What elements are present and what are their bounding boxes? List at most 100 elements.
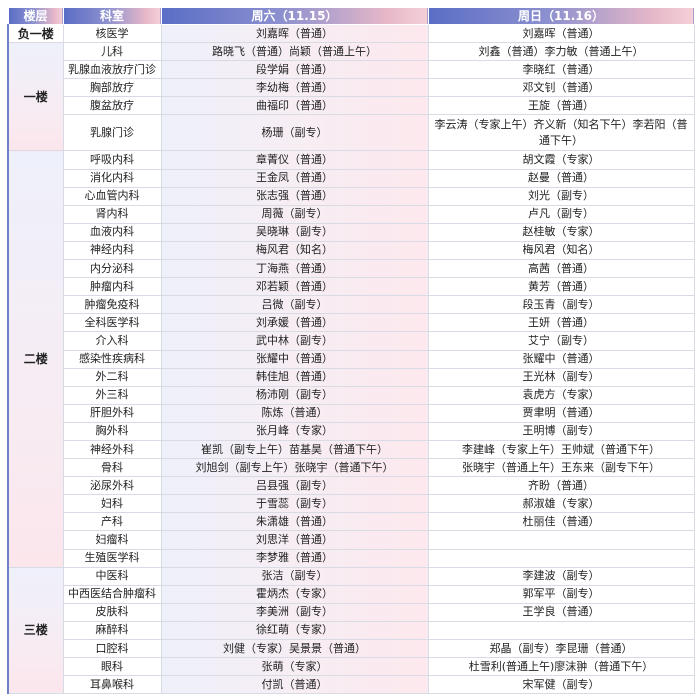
floor-cell: 三楼 — [7, 566, 64, 695]
table-row: 内分泌科 丁海燕（普通） 高茜（普通） — [8, 259, 695, 279]
saturday-cell: 武中林（副专） — [160, 331, 429, 351]
table-row: 眼科 张萌（专家） 杜雪利(普通上午)廖沫翀（普通下午） — [8, 657, 695, 677]
dept-cell: 内分泌科 — [62, 259, 162, 279]
saturday-cell: 刘健（专家）吴景景（普通） — [160, 638, 429, 659]
schedule-body: 负一楼 核医学 刘嘉晖（普通） 刘嘉晖（普通） 一楼 儿科 路晓飞（普通）尚颖（普通上午）刘… — [7, 23, 695, 695]
sunday-cell: 赵曼（普通） — [427, 168, 695, 188]
table-row: 三楼 中医科 张洁（副专） 李建波（副专） — [7, 566, 695, 695]
floor-cell: 一楼 — [7, 42, 64, 152]
dept-cell: 耳鼻喉科 — [62, 675, 162, 695]
table-row: 乳腺血液放疗门诊 段学娟（普通） 李晓红（普通） — [8, 60, 695, 80]
saturday-cell: 刘嘉晖（普通） — [160, 23, 429, 44]
sunday-cell: 刘鑫（普通）李力敏（普通上午） — [427, 42, 695, 62]
sunday-cell: 齐盼（普通） — [427, 476, 695, 496]
saturday-cell: 韩佳旭（普通） — [160, 367, 429, 387]
sunday-cell: 袁虎方（专家） — [427, 385, 695, 405]
table-row: 血液内科 吴晓琳（副专） 赵桂敏（专家） — [8, 222, 695, 242]
sunday-cell: 邓文钊（普通） — [427, 78, 695, 98]
header-dept: 科室 — [62, 7, 162, 25]
dept-cell: 肿瘤内科 — [62, 277, 162, 297]
sunday-cell: 黄芳（普通） — [427, 277, 695, 297]
sunday-cell: 王妍（普通） — [427, 313, 695, 333]
table-row: 外二科 韩佳旭（普通） 王光林（副专） — [8, 367, 695, 387]
sunday-cell: 郑晶（副专）李昆珊（普通） — [427, 638, 695, 659]
saturday-cell: 路晓飞（普通）尚颖（普通上午） — [160, 42, 429, 62]
dept-cell: 中医科 — [62, 566, 162, 586]
schedule-table: 楼层 科室 周六（11.15） 周日（11.16） 负一楼 核医学 刘嘉晖（普通）刘… — [7, 7, 695, 695]
sunday-cell: 李建波（副专） — [427, 566, 695, 586]
table-row: 生殖医学科 李梦雅（普通） — [8, 548, 695, 568]
sunday-cell — [427, 620, 695, 641]
table-row: 肿瘤免疫科 吕微（副专） 段玉青（副专） — [8, 295, 695, 315]
dept-cell: 核医学 — [62, 23, 162, 44]
table-row: 一楼 儿科 路晓飞（普通）尚颖（普通上午） 刘鑫（普通）李力敏（普通上午） — [7, 42, 695, 152]
table-row: 泌尿外科 吕县强（副专） 齐盼（普通） — [8, 476, 695, 496]
saturday-cell: 邓若颖（普通） — [160, 277, 429, 297]
dept-cell: 血液内科 — [62, 222, 162, 242]
dept-cell: 肿瘤免疫科 — [62, 295, 162, 315]
table-row: 消化内科 王金凤（普通） 赵曼（普通） — [8, 168, 695, 188]
saturday-cell: 吕县强（副专） — [160, 476, 429, 496]
table-row: 胸部放疗 李幼梅（普通） 邓文钊（普通） — [8, 78, 695, 98]
sunday-cell: 张晓宇（普通上午）王东来（副专下午） — [427, 458, 695, 478]
table-row: 心血管内科 张志强（普通） 刘光（副专） — [8, 186, 695, 206]
sunday-cell: 刘嘉晖（普通） — [427, 23, 695, 44]
saturday-cell: 吕微（副专） — [160, 295, 429, 315]
table-row: 外三科 杨沛刚（副专） 袁虎方（专家） — [8, 385, 695, 405]
dept-cell: 介入科 — [62, 331, 162, 351]
table-row: 口腔科 刘健（专家）吴景景（普通） 郑晶（副专）李昆珊（普通） — [8, 638, 695, 659]
dept-cell: 神经外科 — [62, 439, 162, 460]
dept-cell: 消化内科 — [62, 168, 162, 188]
table-row: 神经外科 崔凯（副专上午）苗基昊（普通下午） 李建峰（专家上午）王帅斌（普通下午） — [8, 439, 695, 460]
dept-cell: 腹盆放疗 — [62, 96, 162, 116]
saturday-cell: 梅风君（知名） — [160, 240, 429, 261]
dept-cell: 胸外科 — [62, 421, 162, 441]
saturday-cell: 张萌（专家） — [160, 657, 429, 677]
dept-cell: 呼吸内科 — [62, 150, 162, 170]
dept-cell: 眼科 — [62, 657, 162, 677]
table-row: 介入科 武中林（副专） 艾宁（副专） — [8, 331, 695, 351]
table-row: 皮肤科 李美洲（副专） 王学良（普通） — [8, 602, 695, 622]
table-row: 感染性疾病科 张耀中（普通） 张耀中（普通） — [8, 349, 695, 369]
table-row: 麻醉科 徐红萌（专家） — [8, 620, 695, 641]
saturday-cell: 杨沛刚（副专） — [160, 385, 429, 405]
sunday-cell: 郝淑雄（专家） — [427, 494, 695, 514]
dept-cell: 麻醉科 — [62, 620, 162, 641]
sunday-cell: 艾宁（副专） — [427, 331, 695, 351]
sunday-cell: 高茜（普通） — [427, 259, 695, 279]
floor-cell: 负一楼 — [7, 23, 64, 44]
dept-cell: 感染性疾病科 — [62, 349, 162, 369]
table-row: 二楼 呼吸内科 章菁仪（普通） 胡文霞（专家） — [7, 150, 695, 568]
saturday-cell: 徐红萌（专家） — [160, 620, 429, 641]
dept-cell: 肾内科 — [62, 204, 162, 224]
table-row: 乳腺门诊 杨珊（副专） 李云涛（专家上午）齐义新（知名下午）李若阳（普通下午） — [8, 114, 695, 152]
sunday-cell: 胡文霞（专家） — [427, 150, 695, 170]
dept-cell: 妇瘤科 — [62, 530, 162, 550]
saturday-cell: 霍炳杰（专家） — [160, 584, 429, 604]
table-row: 胸外科 张月峰（专家） 王明博（副专） — [8, 421, 695, 441]
sunday-cell: 卢凡（副专） — [427, 204, 695, 224]
table-row: 妇科 于雪蕊（副专） 郝淑雄（专家） — [8, 494, 695, 514]
dept-cell: 产科 — [62, 512, 162, 532]
sunday-cell: 李云涛（专家上午）齐义新（知名下午）李若阳（普通下午） — [427, 114, 695, 152]
dept-cell: 口腔科 — [62, 638, 162, 659]
saturday-cell: 李梦雅（普通） — [160, 548, 429, 568]
saturday-cell: 丁海燕（普通） — [160, 259, 429, 279]
saturday-cell: 李美洲（副专） — [160, 602, 429, 622]
saturday-cell: 王金凤（普通） — [160, 168, 429, 188]
saturday-cell: 段学娟（普通） — [160, 60, 429, 80]
table-row: 肾内科 周薇（副专） 卢凡（副专） — [8, 204, 695, 224]
saturday-cell: 刘旭剑（副专上午）张晓宇（普通下午） — [160, 458, 429, 478]
dept-cell: 皮肤科 — [62, 602, 162, 622]
saturday-cell: 刘思洋（普通） — [160, 530, 429, 550]
table-row: 妇瘤科 刘思洋（普通） — [8, 530, 695, 550]
saturday-cell: 崔凯（副专上午）苗基昊（普通下午） — [160, 439, 429, 460]
sunday-cell — [427, 530, 695, 550]
dept-cell: 外二科 — [62, 367, 162, 387]
dept-cell: 胸部放疗 — [62, 78, 162, 98]
table-row: 产科 朱潇雄（普通） 杜丽佳（普通） — [8, 512, 695, 532]
saturday-cell: 章菁仪（普通） — [160, 150, 429, 170]
saturday-cell: 张月峰（专家） — [160, 421, 429, 441]
sunday-cell: 王旋（普通） — [427, 96, 695, 116]
header-floor: 楼层 — [7, 7, 64, 25]
